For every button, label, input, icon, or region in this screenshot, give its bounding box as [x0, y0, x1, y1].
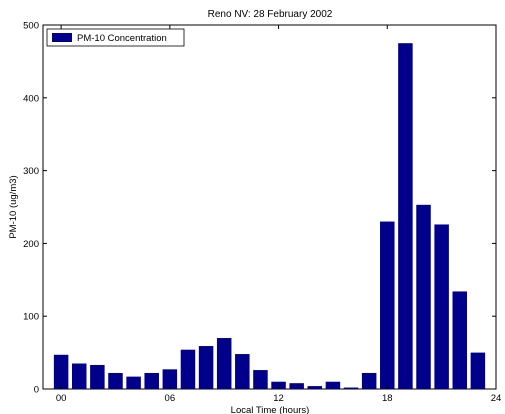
bar-hour-20	[416, 204, 431, 389]
bar-hour-6	[162, 369, 178, 389]
legend-swatch	[52, 33, 72, 42]
bar-hour-8	[198, 346, 214, 389]
bar-hour-14	[307, 386, 323, 389]
x-tick-label: 06	[165, 393, 176, 404]
bar-hour-13	[289, 383, 304, 389]
bar-hour-15	[325, 381, 341, 389]
legend: PM-10 Concentration	[46, 28, 185, 47]
bar-hour-16	[343, 387, 359, 389]
bar-hour-5	[144, 372, 159, 389]
bar-hour-19	[398, 43, 413, 389]
bar-hour-9	[216, 338, 232, 389]
bar-hour-11	[253, 370, 268, 389]
bar-hour-21	[434, 224, 449, 389]
bar-hour-7	[180, 349, 196, 389]
legend-box	[46, 28, 185, 47]
legend-label: PM-10 Concentration	[77, 33, 167, 44]
bar-hour-4	[126, 376, 141, 389]
bar-hour-17	[361, 372, 377, 389]
axis-ticks: 0 100 200 300 400 500 00 06 12 18 24	[23, 21, 501, 405]
y-tick-label: 200	[23, 239, 39, 250]
bar-hour-10	[235, 354, 250, 389]
x-tick-label: 12	[273, 393, 284, 404]
bar-hour-2	[90, 364, 105, 389]
bar-hour-0	[53, 354, 69, 389]
bar-hour-22	[452, 291, 468, 389]
y-tick-label: 400	[23, 93, 39, 104]
y-axis-label: PM-10 (ug/m3)	[8, 175, 19, 238]
bar-hour-18	[380, 221, 395, 389]
y-tick-label: 0	[34, 385, 39, 396]
y-tick-label: 100	[23, 312, 39, 323]
chart-title: Reno NV: 28 February 2002	[208, 9, 333, 20]
bar-hour-23	[470, 352, 486, 389]
y-tick-label: 500	[23, 21, 39, 32]
bar-hour-1	[71, 363, 87, 389]
x-tick-label: 24	[491, 393, 502, 404]
x-tick-label: 18	[382, 393, 393, 404]
y-tick-label: 300	[23, 166, 39, 177]
bar-hour-3	[108, 372, 123, 389]
x-axis-label: Local Time (hours)	[231, 405, 310, 414]
x-tick-label: 00	[56, 393, 67, 404]
